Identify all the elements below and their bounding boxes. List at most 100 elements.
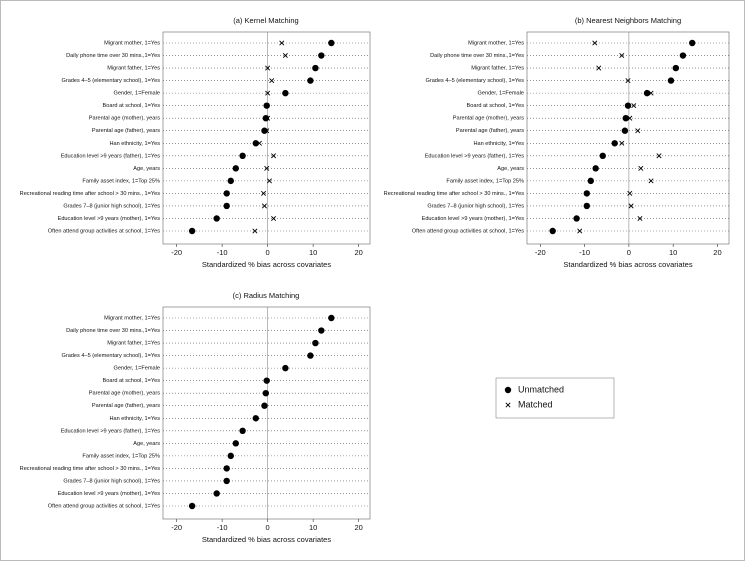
data-point — [271, 153, 277, 159]
category-label: Migrant father, 1=Yes — [107, 341, 160, 347]
data-point — [188, 227, 196, 235]
data-point — [252, 415, 260, 422]
data-point — [619, 140, 625, 146]
data-point — [611, 140, 618, 147]
data-point — [648, 90, 654, 96]
data-point — [263, 377, 270, 384]
category-label: Grades 7–8 (junior high school), 1=Yes — [427, 203, 524, 209]
legend-marker — [504, 386, 512, 394]
data-point — [592, 165, 599, 172]
data-point — [252, 228, 258, 234]
x-tick-label: 10 — [309, 523, 317, 532]
category-label: Grades 4–5 (elementary school), 1=Yes — [425, 78, 524, 84]
category-label: Education level >9 years (father), 1=Yes — [425, 153, 524, 159]
panel-title: (a) Kernel Matching — [233, 16, 298, 25]
data-point — [583, 190, 591, 197]
data-point — [264, 128, 270, 134]
data-point — [577, 228, 583, 234]
category-label: Age, years — [133, 166, 160, 172]
category-label: Often attend group activities at school,… — [48, 228, 160, 234]
category-label: Recreational reading time after school >… — [20, 191, 161, 197]
category-label: Family asset index, 1=Top 25% — [82, 453, 160, 459]
data-point — [271, 215, 277, 221]
legend-label: Unmatched — [518, 384, 564, 394]
data-point — [592, 40, 598, 46]
data-point — [232, 165, 239, 172]
data-point — [549, 227, 556, 235]
data-point — [264, 165, 270, 171]
data-point — [239, 152, 246, 159]
data-point — [239, 427, 246, 434]
data-point — [627, 190, 633, 196]
category-label: Gender, 1=Female — [478, 91, 525, 97]
data-point — [624, 102, 632, 109]
data-point — [679, 52, 687, 59]
x-tick-label: 10 — [309, 248, 317, 257]
data-point — [689, 39, 696, 47]
category-label: Education level >9 years (father), 1=Yes — [61, 428, 160, 434]
data-point — [635, 128, 641, 134]
legend-marker — [505, 402, 511, 408]
x-tick-label: -20 — [535, 248, 546, 257]
data-point — [672, 64, 680, 72]
category-label: Grades 4–5 (elementary school), 1=Yes — [61, 353, 160, 359]
data-point — [223, 477, 230, 485]
plot-frame — [526, 31, 730, 245]
category-label: Age, years — [133, 441, 160, 447]
x-tick-label: 0 — [627, 248, 631, 257]
data-point — [583, 202, 591, 210]
category-label: Education level >9 years (mother), 1=Yes — [58, 216, 161, 222]
category-label: Han ethnicity, 1=Yes — [109, 416, 160, 422]
data-point — [265, 90, 271, 96]
category-label: Family asset index, 1=Top 25% — [82, 178, 160, 184]
data-point — [261, 402, 268, 409]
data-point — [279, 40, 285, 46]
x-tick-label: -10 — [217, 248, 228, 257]
category-label: Often attend group activities at school,… — [48, 503, 160, 509]
data-point — [307, 352, 314, 359]
category-label: Parental age (mother), years — [89, 116, 160, 122]
data-point — [261, 127, 268, 134]
data-point — [312, 339, 319, 347]
category-label: Parental age (father), years — [456, 128, 524, 134]
data-point — [621, 127, 629, 134]
data-point — [573, 215, 580, 222]
data-point — [256, 140, 262, 146]
data-point — [599, 152, 606, 159]
panel-title: (c) Radius Matching — [233, 291, 300, 300]
data-point — [628, 203, 634, 209]
x-tick-label: -10 — [579, 248, 590, 257]
data-point — [265, 115, 271, 121]
category-label: Migrant mother, 1=Yes — [104, 315, 160, 321]
data-point — [318, 327, 325, 334]
data-point — [637, 215, 643, 221]
category-label: Migrant mother, 1=Yes — [468, 40, 524, 46]
data-point — [312, 64, 319, 72]
x-tick-label: -20 — [171, 523, 182, 532]
category-label: Board at school, 1=Yes — [103, 103, 161, 109]
legend-box — [495, 377, 615, 419]
data-point — [643, 89, 651, 97]
category-label: Recreational reading time after school >… — [20, 466, 161, 472]
data-point — [213, 490, 220, 497]
data-point — [223, 190, 230, 197]
data-point — [622, 115, 629, 122]
category-label: Parental age (mother), years — [89, 391, 160, 397]
data-point — [318, 52, 325, 59]
category-label: Parental age (father), years — [92, 403, 160, 409]
legend-label: Matched — [518, 399, 553, 409]
x-axis-label: Standardized % bias across covariates — [563, 260, 692, 269]
data-point — [627, 115, 633, 121]
data-point — [631, 103, 637, 109]
data-point — [262, 390, 270, 397]
data-point — [227, 452, 234, 460]
x-tick-label: 10 — [669, 248, 677, 257]
data-point — [227, 177, 234, 185]
category-label: Han ethnicity, 1=Yes — [473, 141, 524, 147]
x-axis-label: Standardized % bias across covariates — [202, 260, 331, 269]
data-point — [223, 465, 230, 472]
category-label: Board at school, 1=Yes — [103, 378, 161, 384]
category-label: Education level >9 years (father), 1=Yes — [61, 153, 160, 159]
data-point — [213, 215, 220, 222]
